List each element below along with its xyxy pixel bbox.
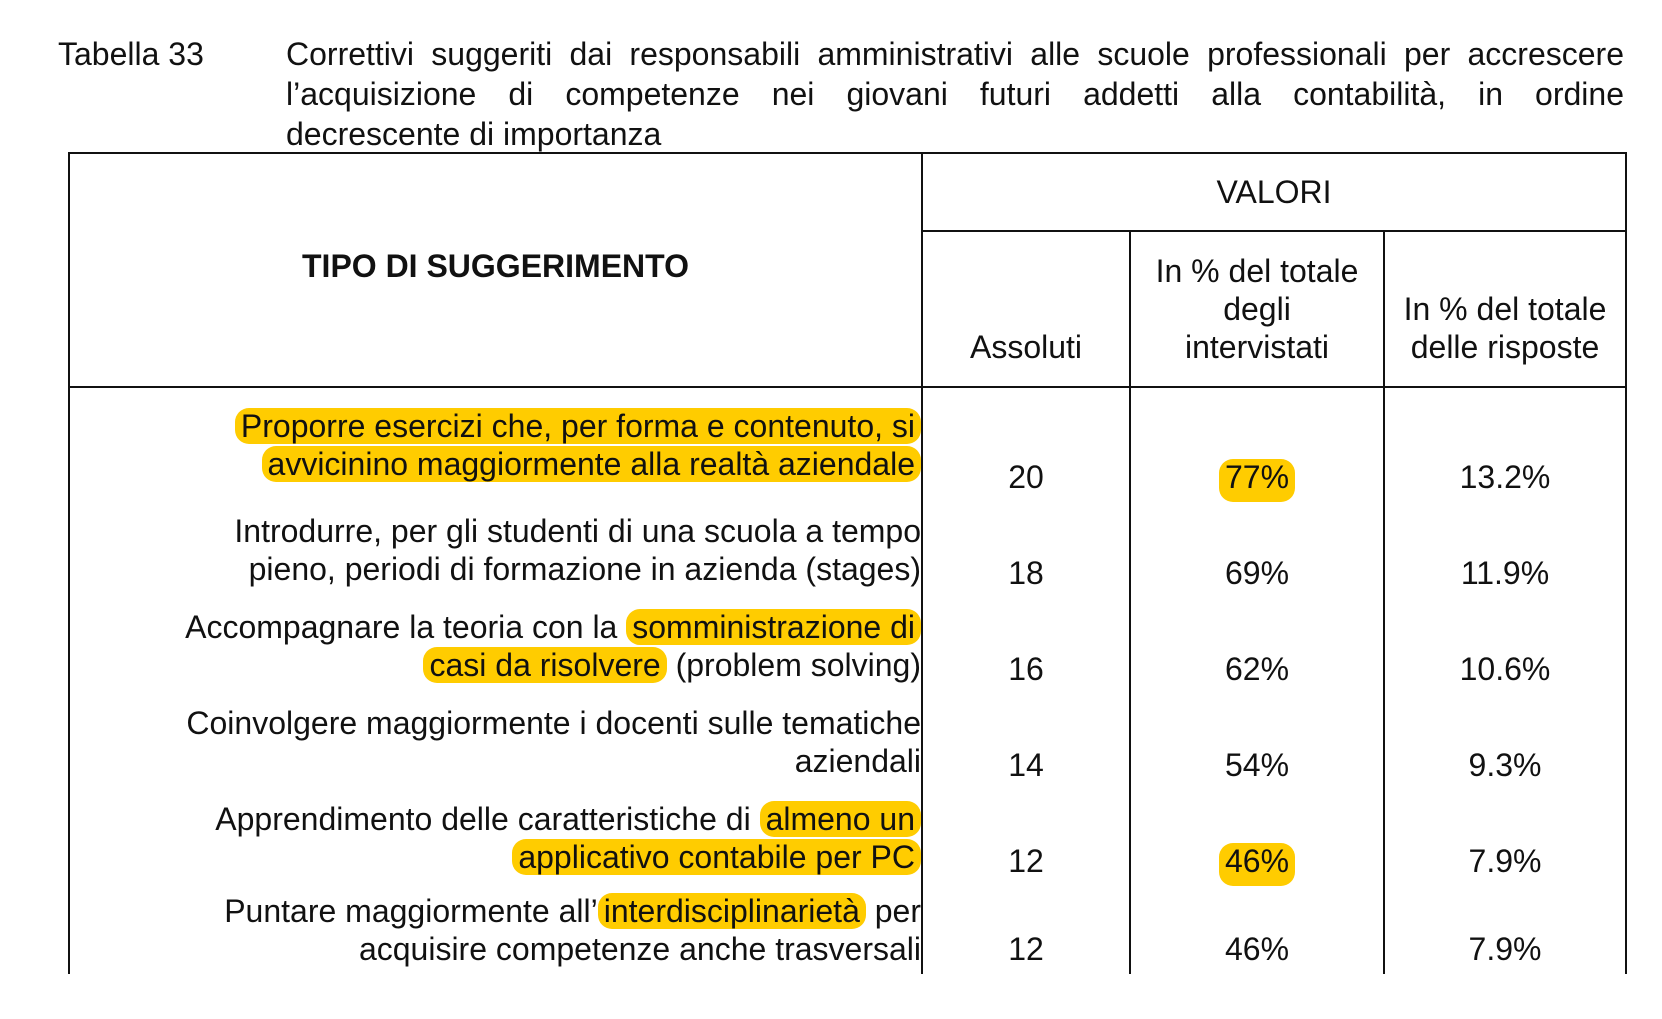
suggestion-line: Proporre esercizi che, per forma e conte…: [70, 407, 921, 445]
pct-risposte-cell-value: 7.9%: [1468, 931, 1542, 967]
header-pct-intervistati-label: In % del totale degli intervistati: [1131, 252, 1383, 386]
abs-cell: 18: [922, 502, 1131, 598]
suggestion-cell: Puntare maggiormente all’ interdisciplina…: [68, 886, 923, 974]
caption-label: Tabella 33: [58, 36, 204, 72]
header-pct-risposte: In % del totale delle risposte: [1384, 231, 1627, 388]
abs-cell-value: 16: [1008, 651, 1044, 687]
abs-cell-value: 12: [1008, 843, 1044, 879]
caption-line: l’acquisizione di competenze nei giovani…: [286, 76, 1624, 112]
pct-risposte-cell: 11.9%: [1384, 502, 1627, 598]
pct-risposte-cell-value: 13.2%: [1459, 459, 1551, 495]
pct-intervistati-cell: 54%: [1130, 694, 1385, 790]
suggestion-line: Introdurre, per gli studenti di una scuo…: [70, 512, 921, 550]
header-assoluti-label: Assoluti: [969, 329, 1083, 365]
suggestion-text: Coinvolgere maggiormente i docenti sulle…: [186, 705, 921, 741]
suggestion-cell: Accompagnare la teoria con la somministr…: [68, 598, 923, 694]
pct-risposte-cell-value: 9.3%: [1468, 747, 1542, 783]
suggestion-line: aziendali: [70, 742, 921, 780]
abs-cell-value: 18: [1008, 555, 1044, 591]
highlighted-text: Proporre esercizi che, per forma e conte…: [234, 408, 921, 444]
pct-intervistati-cell-value: 46%: [1218, 843, 1296, 886]
suggestion-text: aziendali: [794, 743, 921, 779]
suggestion-cell: Introdurre, per gli studenti di una scuo…: [68, 502, 923, 598]
abs-cell: 12: [922, 886, 1131, 974]
header-assoluti: Assoluti: [922, 231, 1131, 388]
highlighted-text: interdisciplinarietà: [597, 893, 866, 929]
abs-cell: 14: [922, 694, 1131, 790]
pct-risposte-cell-value: 11.9%: [1460, 555, 1550, 591]
pct-intervistati-cell-value: 46%: [1224, 931, 1290, 967]
suggestion-cell: Apprendimento delle caratteristiche di a…: [68, 790, 923, 886]
pct-risposte-cell: 7.9%: [1384, 790, 1627, 886]
suggestion-line: Accompagnare la teoria con la somministr…: [70, 608, 921, 646]
suggestion-cell: Coinvolgere maggiormente i docenti sulle…: [68, 694, 923, 790]
highlighted-text: applicativo contabile per PC: [512, 839, 921, 875]
suggestion-text: Introdurre, per gli studenti di una scuo…: [234, 513, 921, 549]
table-row: Coinvolgere maggiormente i docenti sulle…: [68, 694, 1627, 790]
suggestion-text: acquisire competenze anche trasversali: [358, 931, 921, 967]
table-row: Accompagnare la teoria con la somministr…: [68, 598, 1627, 694]
pct-risposte-cell-value: 7.9%: [1468, 843, 1542, 879]
caption-text: Correttivi suggeriti dai responsabili am…: [286, 34, 1624, 154]
pct-risposte-cell: 9.3%: [1384, 694, 1627, 790]
suggestion-line: Apprendimento delle caratteristiche di a…: [70, 800, 921, 838]
pct-intervistati-cell-value: 62%: [1224, 651, 1290, 687]
abs-cell: 20: [922, 387, 1131, 502]
table-row: Proporre esercizi che, per forma e conte…: [68, 387, 1627, 502]
pct-intervistati-cell: 77%: [1130, 387, 1385, 502]
header-tipo-label: TIPO DI SUGGERIMENTO: [302, 248, 689, 284]
table-row: Introdurre, per gli studenti di una scuo…: [68, 502, 1627, 598]
pct-risposte-cell: 7.9%: [1384, 886, 1627, 974]
data-table: TIPO DI SUGGERIMENTO VALORI Assoluti In …: [68, 152, 1627, 974]
abs-cell-value: 20: [1008, 459, 1044, 495]
highlighted-text: almeno un: [759, 801, 921, 837]
suggestion-line: applicativo contabile per PC: [70, 838, 921, 876]
pct-intervistati-cell-value: 54%: [1224, 747, 1290, 783]
highlighted-text: casi da risolvere: [423, 647, 667, 683]
highlighted-text: avvicinino maggiormente alla realtà azie…: [261, 446, 921, 482]
header-tipo-di-suggerimento: TIPO DI SUGGERIMENTO: [68, 152, 923, 388]
caption-line: Correttivi suggeriti dai responsabili am…: [286, 36, 1624, 72]
suggestion-text: Apprendimento delle caratteristiche di: [215, 801, 760, 837]
suggestion-line: avvicinino maggiormente alla realtà azie…: [70, 445, 921, 483]
suggestion-text: pieno, periodi di formazione in azienda …: [248, 551, 921, 587]
pct-risposte-cell: 13.2%: [1384, 387, 1627, 502]
table-row: Puntare maggiormente all’ interdisciplina…: [68, 886, 1627, 974]
suggestion-line: casi da risolvere (problem solving): [70, 646, 921, 684]
header-pct-risposte-label: In % del totale delle risposte: [1385, 290, 1625, 386]
abs-cell: 12: [922, 790, 1131, 886]
abs-cell-value: 12: [1008, 931, 1044, 967]
highlighted-text: somministrazione di: [626, 609, 921, 645]
suggestion-line: acquisire competenze anche trasversali: [70, 930, 921, 968]
header-line: In % del totale: [1155, 253, 1359, 289]
pct-intervistati-cell: 62%: [1130, 598, 1385, 694]
suggestion-line: Puntare maggiormente all’ interdisciplina…: [70, 892, 921, 930]
table-body: Proporre esercizi che, per forma e conte…: [68, 387, 1627, 974]
pct-intervistati-cell-value: 69%: [1224, 555, 1290, 591]
pct-intervistati-cell: 46%: [1130, 886, 1385, 974]
pct-intervistati-cell-value: 77%: [1218, 459, 1296, 502]
header-line: In % del totale: [1403, 291, 1607, 327]
suggestion-cell: Proporre esercizi che, per forma e conte…: [68, 387, 923, 502]
header-valori: VALORI: [922, 152, 1627, 232]
suggestion-line: Coinvolgere maggiormente i docenti sulle…: [70, 704, 921, 742]
pct-risposte-cell-value: 10.6%: [1459, 651, 1551, 687]
table-row: Apprendimento delle caratteristiche di a…: [68, 790, 1627, 886]
suggestion-text: per: [865, 893, 921, 929]
suggestion-line: pieno, periodi di formazione in azienda …: [70, 550, 921, 588]
suggestion-text: Accompagnare la teoria con la: [185, 609, 627, 645]
pct-intervistati-cell: 46%: [1130, 790, 1385, 886]
header-line: intervistati: [1184, 329, 1330, 365]
pct-intervistati-cell: 69%: [1130, 502, 1385, 598]
suggestion-text: Puntare maggiormente all’: [224, 893, 598, 929]
caption-line: decrescente di importanza: [286, 116, 662, 152]
header-pct-intervistati: In % del totale degli intervistati: [1130, 231, 1385, 388]
abs-cell: 16: [922, 598, 1131, 694]
suggestion-text: (problem solving): [666, 647, 921, 683]
header-line: degli: [1223, 291, 1291, 327]
header-line: delle risposte: [1410, 329, 1600, 365]
abs-cell-value: 14: [1008, 747, 1044, 783]
pct-risposte-cell: 10.6%: [1384, 598, 1627, 694]
